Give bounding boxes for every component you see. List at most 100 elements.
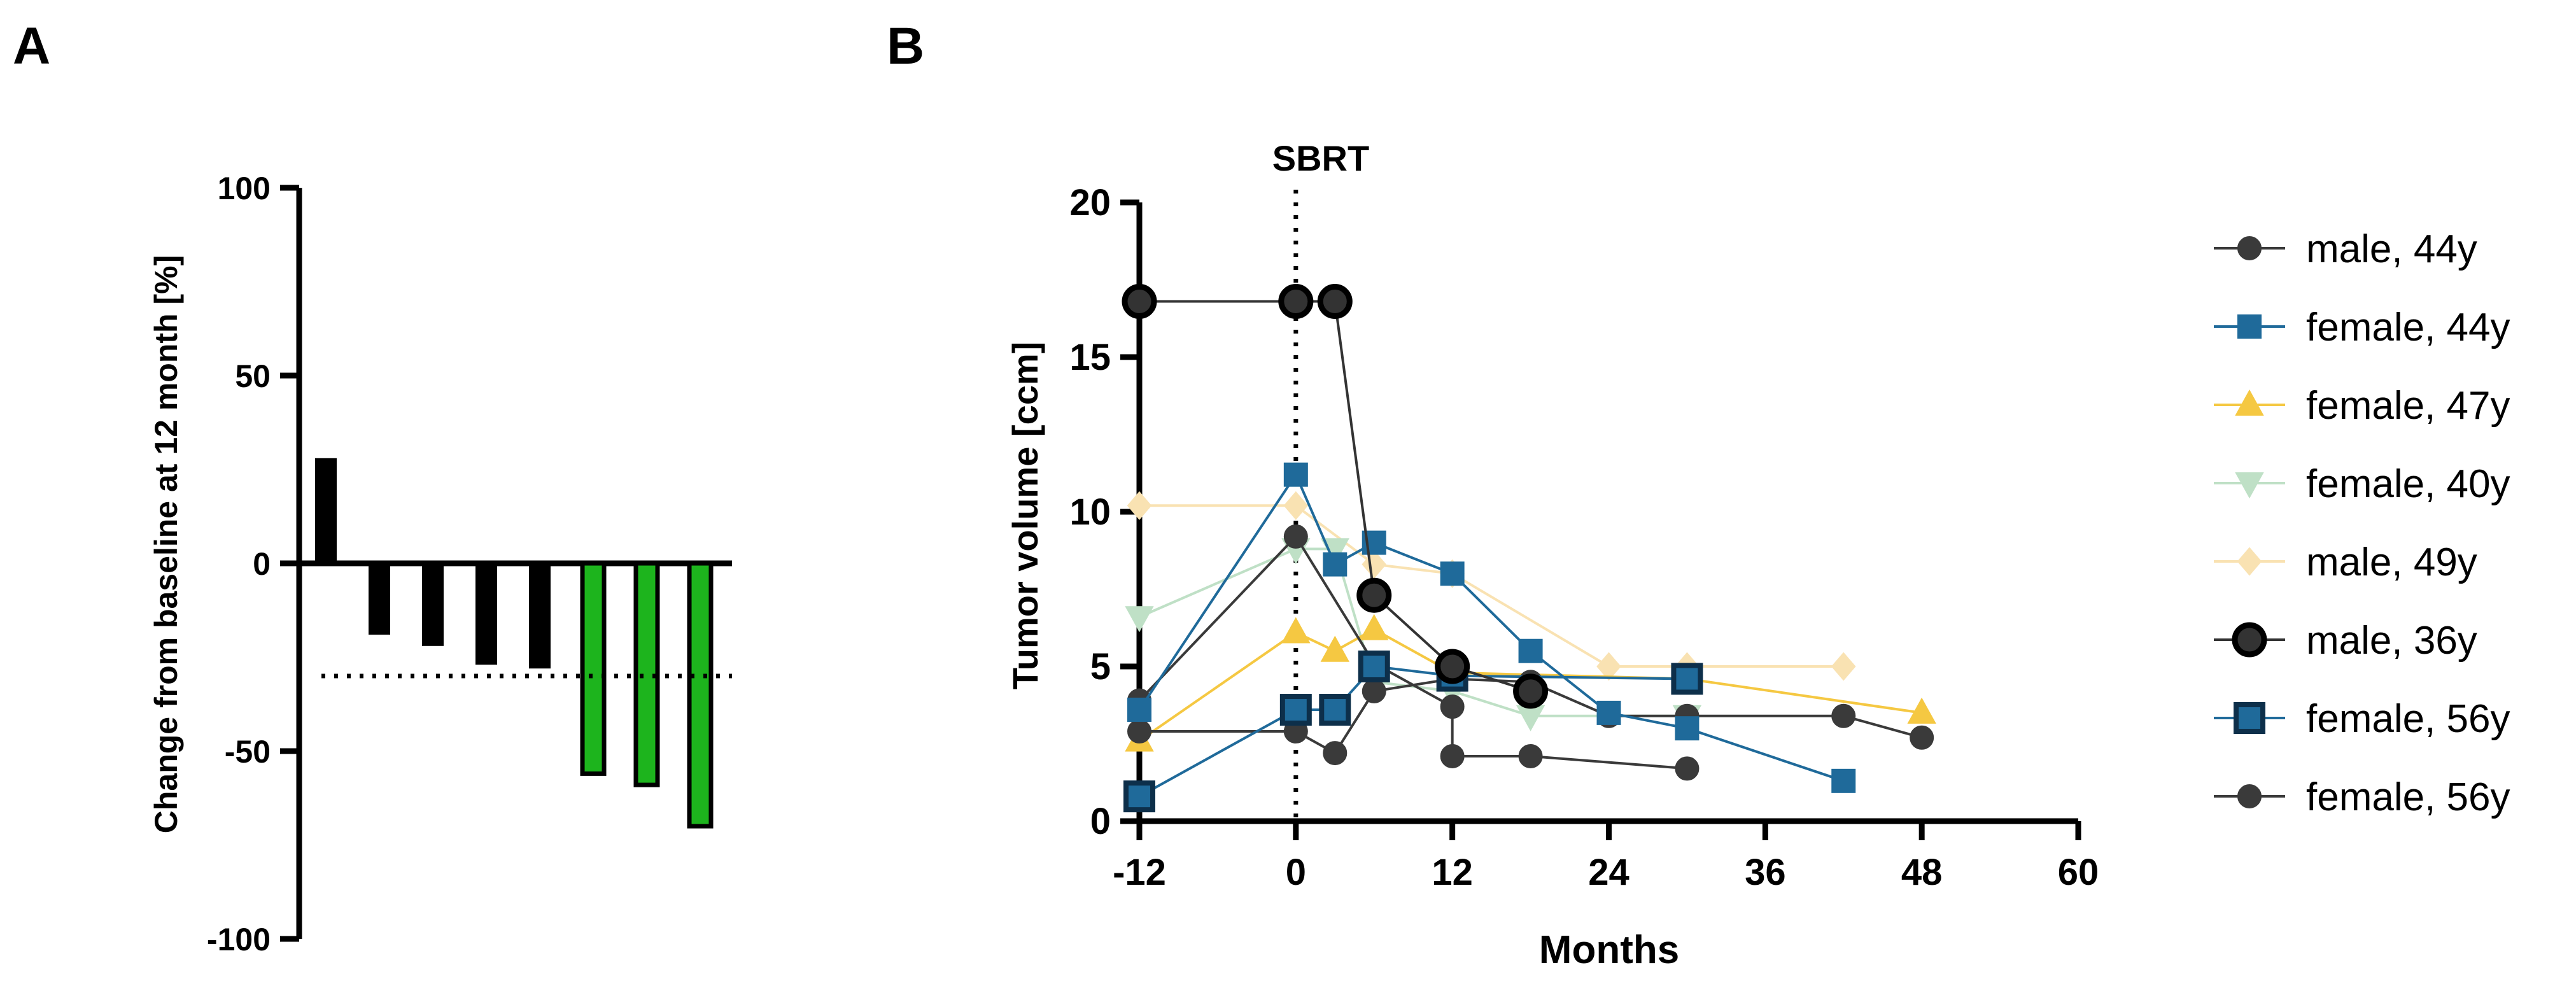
legend-label: female, 47y bbox=[2306, 384, 2510, 428]
panel-a-chart: 100 50 0 -50 -100 bbox=[207, 171, 732, 957]
data-point bbox=[1675, 716, 1700, 741]
legend-entry: female, 47y bbox=[2214, 384, 2510, 428]
legend-label: male, 44y bbox=[2306, 227, 2477, 271]
data-point bbox=[1283, 462, 1308, 487]
data-point bbox=[1283, 524, 1308, 549]
legend-marker bbox=[2237, 784, 2262, 808]
data-point bbox=[1323, 741, 1348, 766]
data-point bbox=[1279, 694, 1312, 726]
panel-a-y-tick-label: -100 bbox=[207, 922, 271, 957]
legend-marker bbox=[2235, 472, 2264, 499]
panel-b-x-tick-label: -12 bbox=[1113, 852, 1166, 893]
data-point bbox=[1317, 284, 1353, 320]
data-point bbox=[1125, 606, 1154, 633]
panel-b-x-tick-label: 48 bbox=[1901, 852, 1943, 893]
series-7 bbox=[1127, 524, 1700, 781]
data-point bbox=[1910, 725, 1934, 750]
legend-marker bbox=[2235, 389, 2264, 416]
sbrt-annotation: SBRT bbox=[1272, 138, 1369, 178]
legend-entry: female, 44y bbox=[2214, 306, 2510, 349]
data-point bbox=[1518, 638, 1543, 663]
data-point bbox=[1516, 705, 1545, 731]
series-line bbox=[1139, 504, 1844, 668]
panel-a-y-tick-label: -50 bbox=[225, 734, 271, 770]
panel-a-bar bbox=[315, 458, 337, 563]
series-4 bbox=[1127, 491, 1856, 681]
panel-a-y-tick-label: 0 bbox=[253, 546, 271, 582]
panel-b-y-tick-label: 15 bbox=[1069, 337, 1111, 378]
data-point bbox=[1440, 743, 1465, 768]
data-point bbox=[1513, 673, 1549, 709]
legend-entry: male, 36y bbox=[2214, 619, 2477, 663]
data-point bbox=[1440, 694, 1465, 719]
panel-a-bar bbox=[529, 563, 551, 669]
panel-a-y-tick-label: 50 bbox=[235, 358, 271, 394]
legend-marker bbox=[2234, 702, 2265, 734]
panel-b-x-tick-label: 60 bbox=[2058, 852, 2099, 893]
data-point bbox=[1123, 780, 1155, 813]
series-5 bbox=[1122, 284, 1549, 709]
legend-marker bbox=[2237, 314, 2262, 339]
panel-a-label: A bbox=[13, 17, 50, 75]
data-point bbox=[1518, 743, 1543, 768]
panel-a-y-axis-title: Change from baseline at 12 month [%] bbox=[148, 255, 184, 833]
panel-a-y-tick-label: 100 bbox=[218, 171, 271, 206]
panel-b-x-axis-title: Months bbox=[1539, 928, 1679, 972]
data-point bbox=[1122, 284, 1157, 320]
series-line bbox=[1139, 300, 1531, 693]
panel-b-y-tick-label: 10 bbox=[1069, 491, 1111, 533]
data-point bbox=[1320, 635, 1349, 662]
series-line bbox=[1139, 665, 1687, 798]
panel-b-y-tick-label: 20 bbox=[1069, 182, 1111, 223]
legend-label: male, 36y bbox=[2306, 619, 2477, 663]
legend-marker bbox=[2232, 622, 2267, 658]
series-line bbox=[1139, 677, 1922, 755]
legend-label: female, 40y bbox=[2306, 462, 2510, 506]
data-point bbox=[1596, 652, 1621, 681]
legend-entry: female, 56y bbox=[2214, 697, 2510, 741]
panel-b-label: B bbox=[887, 17, 924, 75]
panel-b-y-axis-title: Tumor volume [ccm] bbox=[1005, 342, 1045, 690]
panel-b-x-tick-label: 36 bbox=[1745, 852, 1786, 893]
panel-b-y-tick-label: 0 bbox=[1090, 801, 1111, 842]
data-point bbox=[1362, 550, 1387, 579]
series-1 bbox=[1127, 462, 1856, 793]
legend-marker bbox=[2237, 236, 2262, 260]
data-point bbox=[1435, 649, 1470, 684]
legend-label: female, 56y bbox=[2306, 697, 2510, 741]
data-point bbox=[1127, 491, 1152, 520]
panel-b-x-tick-label: 0 bbox=[1286, 852, 1306, 893]
data-point bbox=[1831, 768, 1856, 793]
data-point bbox=[1127, 698, 1151, 722]
legend-label: male, 49y bbox=[2306, 540, 2477, 584]
panel-a-bar bbox=[369, 563, 390, 635]
data-point bbox=[1831, 652, 1856, 681]
panel-a-bar bbox=[580, 561, 607, 776]
data-point bbox=[1323, 552, 1348, 577]
data-point bbox=[1281, 617, 1311, 644]
legend-label: female, 56y bbox=[2306, 775, 2510, 819]
panel-b-x-tick-label: 24 bbox=[1588, 852, 1629, 893]
data-point bbox=[1596, 700, 1621, 725]
data-point bbox=[1907, 697, 1936, 724]
data-point bbox=[1278, 284, 1314, 320]
data-point bbox=[1671, 663, 1703, 695]
data-point bbox=[1283, 491, 1309, 520]
data-point bbox=[1362, 679, 1386, 703]
data-point bbox=[1356, 577, 1392, 613]
legend-entry: male, 44y bbox=[2214, 227, 2477, 271]
data-point bbox=[1360, 614, 1389, 640]
data-point bbox=[1358, 651, 1390, 682]
panel-b-x-tick-label: 12 bbox=[1432, 852, 1473, 893]
series-line bbox=[1138, 472, 1844, 782]
legend-entry: female, 56y bbox=[2214, 775, 2510, 819]
series-line bbox=[1138, 534, 1687, 770]
data-point bbox=[1319, 694, 1351, 726]
panel-b-legend: male, 44y female, 44y female, 47y female, 4… bbox=[2214, 227, 2510, 819]
legend-marker bbox=[2237, 547, 2262, 576]
data-point bbox=[1831, 703, 1856, 728]
legend-label: female, 44y bbox=[2306, 306, 2510, 349]
panel-a-bar bbox=[687, 561, 714, 829]
